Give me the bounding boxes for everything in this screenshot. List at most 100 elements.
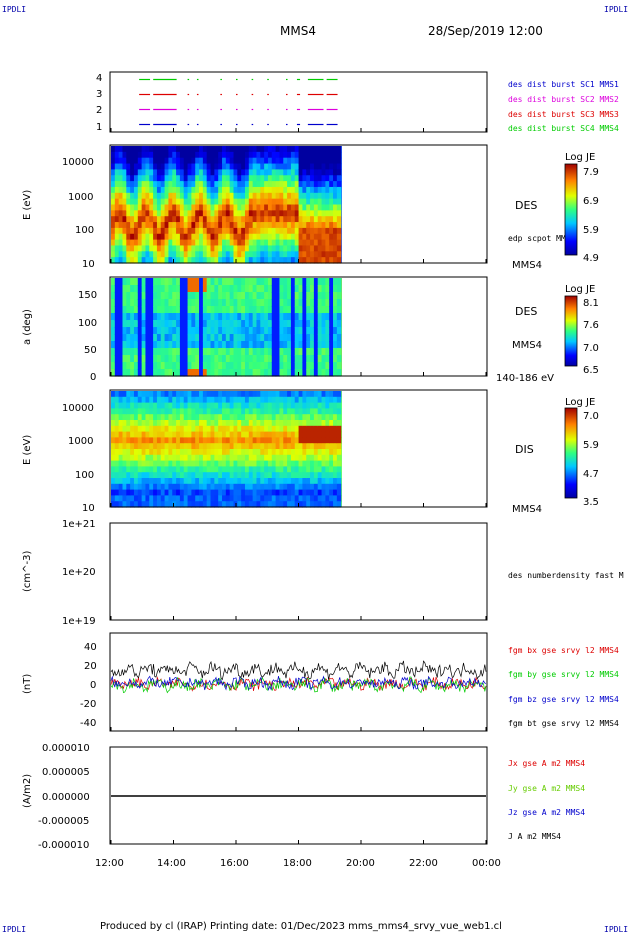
spectrogram-cell bbox=[237, 257, 242, 264]
spectrogram-cell bbox=[290, 313, 296, 321]
spectrogram-cell bbox=[329, 192, 334, 200]
spectrogram-cell bbox=[321, 460, 326, 467]
spectrogram-cell bbox=[248, 222, 254, 229]
fgm-ytick-0: 0 bbox=[90, 680, 96, 691]
spectrogram-cell bbox=[317, 414, 323, 421]
spectrogram-cell bbox=[287, 186, 292, 194]
spectrogram-cell bbox=[137, 222, 143, 229]
spectrogram-cell bbox=[237, 454, 242, 462]
spectrogram-cell bbox=[260, 278, 265, 286]
spectrogram-cell bbox=[126, 157, 131, 165]
spectrogram-cell bbox=[306, 327, 311, 335]
spectrogram-cell bbox=[310, 341, 315, 349]
spectrogram-cell bbox=[244, 204, 250, 211]
spectrogram-cell bbox=[294, 414, 300, 421]
spectrogram-cell bbox=[241, 285, 246, 293]
spectrogram-cell bbox=[179, 478, 185, 485]
spectrogram-cell bbox=[126, 369, 131, 377]
spectrogram-cell bbox=[145, 181, 150, 188]
spectrogram-cell bbox=[275, 396, 281, 404]
spectrogram-cell bbox=[195, 313, 200, 321]
spectrogram-cell bbox=[264, 501, 269, 508]
spectrogram-cell bbox=[222, 355, 227, 363]
spectrogram-cell bbox=[145, 454, 150, 462]
spectrogram-cell bbox=[206, 169, 212, 176]
spectrogram-cell bbox=[141, 348, 147, 356]
spectrogram-cell bbox=[317, 443, 323, 450]
spectrogram-cell bbox=[260, 163, 265, 170]
spectrogram-cell bbox=[233, 483, 238, 491]
spectrogram-cell bbox=[214, 402, 219, 409]
spectrogram-cell bbox=[176, 216, 181, 223]
spectrogram-cell bbox=[336, 327, 342, 335]
spectrogram-cell bbox=[133, 245, 139, 252]
spectrogram-cell bbox=[168, 169, 173, 176]
spectrogram-cell bbox=[210, 186, 215, 194]
spectrogram-cell bbox=[141, 483, 147, 491]
spectrogram-cell bbox=[168, 233, 173, 241]
spectrogram-cell bbox=[176, 369, 181, 377]
spectrogram-cell bbox=[122, 257, 127, 264]
spectrogram-cell bbox=[256, 437, 261, 444]
spectrogram-cell bbox=[218, 251, 223, 258]
spectrogram-cell bbox=[271, 443, 277, 450]
spectrogram-cell bbox=[156, 210, 162, 217]
spectrogram-cell bbox=[141, 391, 147, 398]
spectrogram-cell bbox=[271, 501, 277, 508]
spectrogram-cell bbox=[244, 163, 250, 170]
xtick-1200: 12:00 bbox=[95, 858, 124, 869]
spectrogram-cell bbox=[199, 320, 204, 328]
spectrogram-cell bbox=[317, 285, 323, 293]
spectrogram-cell bbox=[118, 222, 124, 229]
spectrogram-cell bbox=[122, 285, 127, 293]
spectrogram-cell bbox=[172, 443, 177, 450]
spectrogram-cell bbox=[214, 327, 219, 335]
spectrogram-cell bbox=[114, 192, 120, 200]
spectrogram-cell bbox=[149, 320, 154, 328]
spectrogram-cell bbox=[302, 414, 307, 421]
des-energy-ytick-10: 10 bbox=[82, 259, 95, 270]
spectrogram-cell bbox=[179, 391, 185, 398]
spectrogram-cell bbox=[248, 449, 254, 456]
spectrogram-cell bbox=[248, 306, 254, 314]
spectrogram-cell bbox=[241, 478, 246, 485]
spectrogram-cell bbox=[172, 216, 177, 223]
spectrogram-cell bbox=[321, 210, 326, 217]
spectrogram-cell bbox=[298, 306, 304, 314]
spectrogram-cell bbox=[248, 355, 254, 363]
spectrogram-cell bbox=[241, 181, 246, 188]
spectrogram-cell bbox=[202, 414, 208, 421]
spectrogram-cell bbox=[298, 251, 304, 258]
xtick-1800: 18:00 bbox=[283, 858, 312, 869]
spectrogram-cell bbox=[114, 169, 120, 176]
spectrogram-cell bbox=[164, 257, 170, 264]
spectrogram-cell bbox=[336, 472, 342, 479]
spectrogram-cell bbox=[153, 181, 158, 188]
spectrogram-cell bbox=[195, 163, 200, 170]
spectrogram-cell bbox=[271, 391, 277, 398]
spectrogram-cell bbox=[287, 239, 292, 247]
spectrogram-cell bbox=[244, 320, 250, 328]
spectrogram-cell bbox=[164, 420, 170, 427]
spectrogram-cell bbox=[244, 233, 250, 241]
spectrogram-cell bbox=[126, 355, 131, 363]
spectrogram-cell bbox=[233, 414, 238, 421]
spectrogram-cell bbox=[225, 454, 231, 462]
spectrogram-cell bbox=[199, 478, 204, 485]
spectrogram-cell bbox=[210, 443, 215, 450]
spectrogram-cell bbox=[241, 306, 246, 314]
spectrogram-cell bbox=[122, 420, 127, 427]
spectrogram-cell bbox=[179, 396, 185, 404]
spectrogram-cell bbox=[222, 454, 227, 462]
spectrogram-cell bbox=[218, 391, 223, 398]
spectrogram-cell bbox=[333, 420, 338, 427]
spectrogram-cell bbox=[195, 408, 200, 415]
spectrogram-cell bbox=[225, 466, 231, 473]
spectrogram-cell bbox=[252, 443, 258, 450]
spectrogram-cell bbox=[313, 320, 319, 328]
spectrogram-cell bbox=[206, 146, 212, 153]
spectrogram-cell bbox=[317, 341, 323, 349]
spectrogram-cell bbox=[206, 425, 212, 433]
spectrogram-cell bbox=[176, 466, 181, 473]
spectrogram-cell bbox=[329, 198, 334, 206]
